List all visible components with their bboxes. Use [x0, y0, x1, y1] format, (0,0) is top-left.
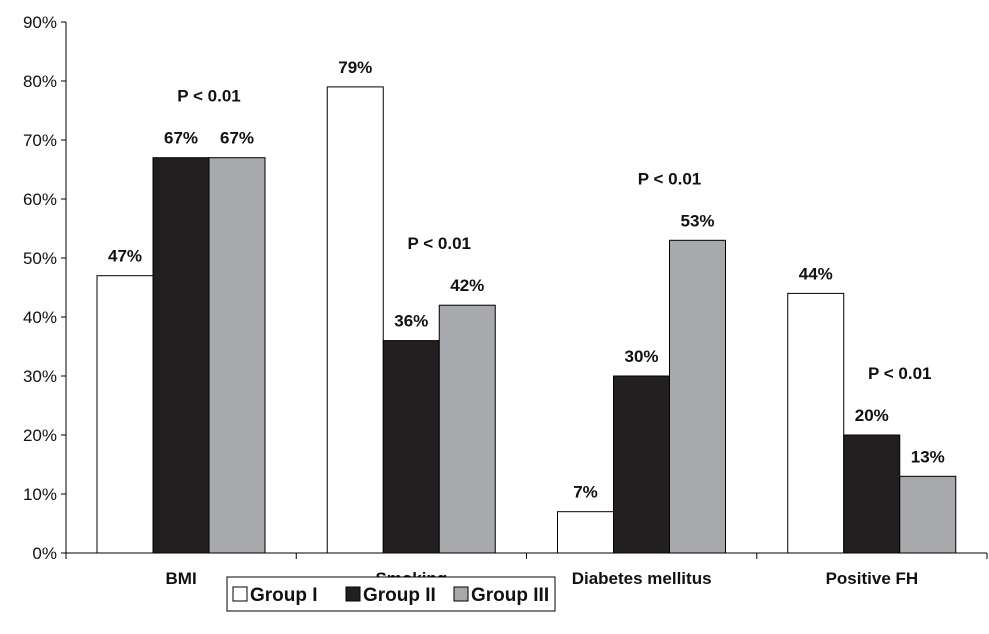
bar-group-iii	[208, 157, 266, 554]
x-category-label: BMI	[166, 569, 197, 588]
bar-group-iii	[899, 475, 957, 554]
legend: Group I Group II Group III	[226, 576, 556, 612]
data-label: 53%	[680, 211, 714, 230]
legend-swatch	[345, 586, 361, 602]
data-label: 13%	[911, 447, 945, 466]
bar-group-ii	[382, 340, 440, 554]
bar-group-i	[96, 275, 154, 554]
annotations: P < 0.01 P < 0.01 P < 0.01 P < 0.01	[177, 87, 931, 383]
bar-group-i	[326, 86, 384, 554]
data-label: 67%	[164, 129, 198, 148]
data-label: 47%	[108, 247, 142, 266]
legend-label: Group II	[363, 585, 436, 606]
data-label: 44%	[799, 264, 833, 283]
data-label: 67%	[220, 129, 254, 148]
bar-group-ii	[843, 434, 901, 554]
data-label: 42%	[450, 276, 484, 295]
bar-group-iii	[438, 304, 496, 554]
y-tick-label: 70%	[23, 131, 57, 150]
legend-box	[226, 576, 556, 612]
bar-group-ii	[152, 157, 210, 554]
data-label: 20%	[855, 406, 889, 425]
y-tick-label: 20%	[23, 426, 57, 445]
data-labels: 47% 67% 67% 79% 36% 42% 7% 30% 53% 44% 20% 13%	[108, 58, 945, 502]
y-tick-label: 90%	[23, 13, 57, 32]
bar-group-ii	[613, 375, 670, 554]
data-label: 36%	[394, 312, 428, 331]
bar-group-i	[787, 292, 845, 554]
bar-group-i	[557, 511, 614, 554]
y-tick-label: 60%	[23, 190, 57, 209]
y-tick-label: 10%	[23, 485, 57, 504]
data-label: 79%	[338, 58, 372, 77]
legend-swatch	[453, 586, 469, 602]
y-tick-label: 80%	[23, 72, 57, 91]
y-tick-label: 50%	[23, 249, 57, 268]
legend-label: Group III	[471, 585, 549, 606]
p-value-annotation: P < 0.01	[868, 364, 932, 383]
y-axis: 0% 10% 20% 30% 40% 50% 60% 70% 80% 90%	[23, 13, 67, 563]
data-label: 30%	[624, 347, 658, 366]
x-category-label: Diabetes mellitus	[572, 569, 712, 588]
y-tick-label: 0%	[32, 544, 57, 563]
legend-swatch	[232, 586, 248, 602]
bars	[96, 86, 957, 554]
p-value-annotation: P < 0.01	[408, 234, 472, 253]
data-label: 7%	[573, 483, 598, 502]
y-tick-label: 30%	[23, 367, 57, 386]
y-tick-label: 40%	[23, 308, 57, 327]
legend-label: Group I	[250, 585, 318, 606]
bar-group-iii	[669, 239, 726, 554]
x-category-label: Positive FH	[826, 569, 919, 588]
p-value-annotation: P < 0.01	[177, 87, 241, 106]
p-value-annotation: P < 0.01	[638, 169, 702, 188]
